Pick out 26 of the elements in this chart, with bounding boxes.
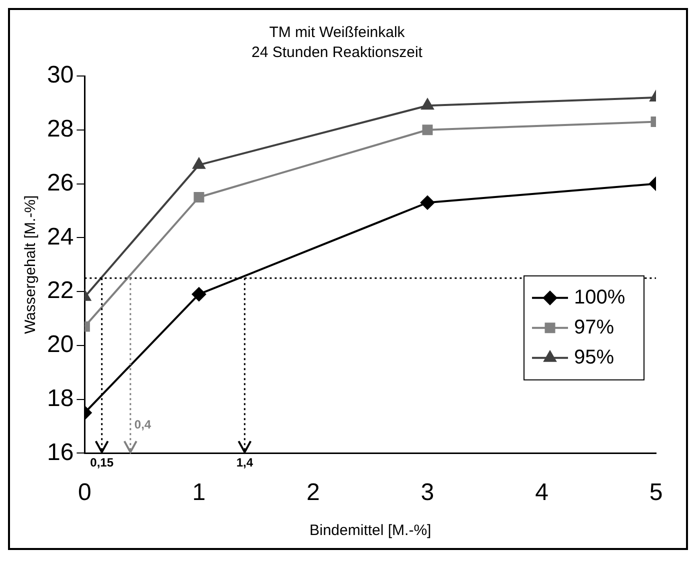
- x-tick-label: 1: [192, 479, 206, 506]
- y-tick-label: 22: [46, 277, 74, 304]
- y-tick-label: 18: [46, 384, 74, 412]
- point: [421, 98, 434, 110]
- y-tick-label: 24: [46, 223, 74, 250]
- x-tick-label: 4: [535, 479, 548, 506]
- point: [192, 158, 206, 169]
- ref-line-label: 1,4: [236, 456, 254, 470]
- x-tick-label: 3: [420, 479, 434, 506]
- x-tick-label: 0: [78, 479, 92, 506]
- y-tick-label: 30: [46, 62, 74, 89]
- x-tick-label: 2: [306, 479, 320, 506]
- legend-label: 95%: [574, 346, 614, 368]
- chart-subtitle: 24 Stunden Reaktionszeit: [252, 44, 424, 62]
- legend-label: 97%: [574, 316, 614, 338]
- legend-label: 100%: [574, 286, 626, 308]
- ref-line-label: 0,4: [134, 418, 152, 432]
- chart-title: TM mit Weißfeinkalk: [269, 24, 406, 42]
- ref-line-label: 0,15: [90, 456, 114, 470]
- y-tick-label: 28: [46, 116, 74, 143]
- x-axis-title: Bindemittel [M.-%]: [309, 522, 432, 540]
- y-axis-title: Wassergehalt [M.-%]: [22, 195, 40, 334]
- y-tick-label: 20: [46, 331, 74, 358]
- y-tick-label: 26: [46, 169, 74, 196]
- y-tick-label: 16: [46, 438, 74, 466]
- x-tick-label: 5: [649, 479, 663, 506]
